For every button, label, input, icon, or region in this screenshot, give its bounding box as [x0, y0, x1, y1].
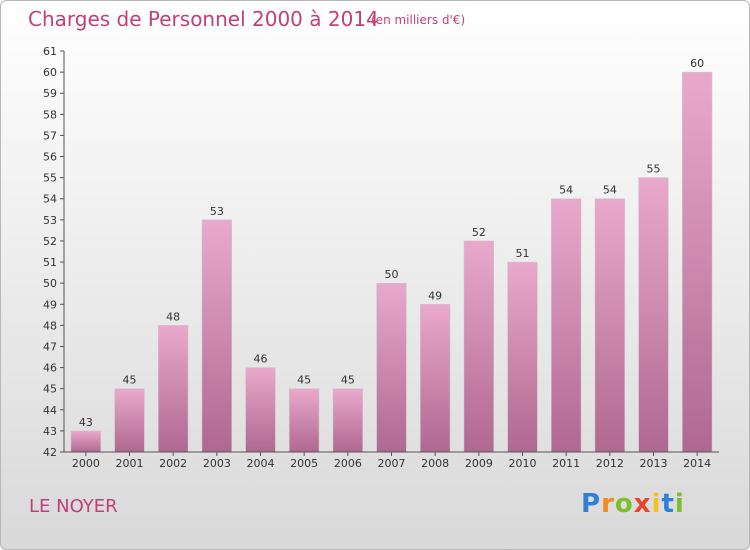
bar-2009 [463, 240, 494, 453]
bar-2005 [289, 388, 320, 453]
x-tick-label: 2014 [683, 457, 711, 470]
logo-letter: i [651, 489, 662, 519]
bar-2002 [158, 325, 189, 453]
y-tick-label: 51 [43, 256, 57, 269]
data-label-2007: 50 [385, 268, 399, 281]
commune-name: LE NOYER [29, 496, 118, 517]
data-label-2003: 53 [210, 205, 224, 218]
y-tick-label: 59 [43, 87, 57, 100]
bar-2003 [201, 219, 232, 453]
x-tick-label: 2002 [159, 457, 187, 470]
y-tick-label: 60 [43, 66, 57, 79]
x-tick-label: 2008 [421, 457, 449, 470]
x-tick-label: 2010 [509, 457, 537, 470]
y-tick-label: 46 [43, 362, 57, 375]
x-tick-label: 2003 [203, 457, 231, 470]
logo-letter: i [674, 489, 685, 519]
y-tick-label: 45 [43, 383, 57, 396]
bar-2014 [682, 71, 713, 453]
y-tick-label: 53 [43, 214, 57, 227]
y-tick-label: 56 [43, 151, 57, 164]
y-tick-label: 44 [43, 404, 57, 417]
bar-2007 [376, 282, 407, 453]
data-label-2011: 54 [559, 184, 573, 197]
logo-letter: x [633, 489, 652, 519]
x-tick-label: 2012 [596, 457, 624, 470]
data-label-2006: 45 [341, 374, 355, 387]
chart-subtitle: (en milliers d'€) [371, 13, 466, 27]
y-tick-label: 55 [43, 172, 57, 185]
x-tick-label: 2013 [640, 457, 668, 470]
data-label-2009: 52 [472, 226, 486, 239]
data-label-2002: 48 [166, 310, 180, 323]
x-axis: 2000 2001 2002 2003 2004 2005 2006 2007 2008 2009… [64, 451, 719, 470]
data-label-2013: 55 [647, 163, 661, 176]
x-tick-label: 2000 [72, 457, 100, 470]
x-tick-label: 2007 [378, 457, 406, 470]
y-tick-label: 57 [43, 129, 57, 142]
data-label-2000: 43 [79, 416, 93, 429]
y-axis: 42 43 44 45 46 47 48 49 50 51 52 53 54 55 56 57 58 59 60 61 [43, 45, 65, 459]
x-tick-label: 2004 [247, 457, 275, 470]
bar-2006 [332, 388, 363, 453]
y-tick-label: 52 [43, 235, 57, 248]
x-tick-label: 2001 [116, 457, 144, 470]
chart-title: Charges de Personnel 2000 à 2014 [28, 7, 379, 31]
bar-2012 [594, 198, 625, 453]
y-tick-label: 61 [43, 45, 57, 58]
bar-2008 [420, 304, 451, 453]
data-label-2005: 45 [297, 374, 311, 387]
data-label-2001: 45 [123, 374, 137, 387]
bar-2000 [70, 430, 101, 453]
proxiti-logo: Proxiti [581, 489, 685, 519]
data-label-2010: 51 [516, 247, 530, 260]
bar-2010 [507, 261, 538, 453]
y-tick-label: 42 [43, 446, 57, 459]
y-tick-label: 50 [43, 277, 57, 290]
x-tick-label: 2006 [334, 457, 362, 470]
y-tick-label: 47 [43, 340, 57, 353]
y-tick-label: 48 [43, 319, 57, 332]
bars: 43 45 48 53 46 45 45 50 49 52 51 54 54 55 60 [70, 57, 713, 453]
y-tick-label: 54 [43, 193, 57, 206]
bar-2013 [638, 177, 669, 453]
x-tick-label: 2009 [465, 457, 493, 470]
bar-2011 [551, 198, 582, 453]
data-label-2004: 46 [254, 353, 268, 366]
y-tick-label: 58 [43, 108, 57, 121]
logo-letter: r [601, 489, 615, 519]
x-tick-label: 2005 [290, 457, 318, 470]
bar-2001 [114, 388, 145, 453]
x-tick-label: 2011 [552, 457, 580, 470]
y-tick-label: 49 [43, 298, 57, 311]
y-tick-label: 43 [43, 425, 57, 438]
logo-letter: t [661, 489, 675, 519]
data-label-2014: 60 [690, 57, 704, 70]
logo-letter: P [581, 489, 602, 519]
data-label-2012: 54 [603, 184, 617, 197]
data-label-2008: 49 [428, 289, 442, 302]
bar-2004 [245, 367, 276, 453]
logo-letter: o [614, 489, 634, 519]
